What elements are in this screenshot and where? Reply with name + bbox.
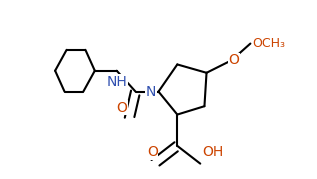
Text: N: N [146,85,156,99]
Text: O: O [228,53,239,67]
Text: NH: NH [107,75,127,89]
Text: O: O [116,101,127,115]
Text: OCH₃: OCH₃ [252,37,286,50]
Text: O: O [147,146,158,159]
Text: OH: OH [202,146,223,159]
